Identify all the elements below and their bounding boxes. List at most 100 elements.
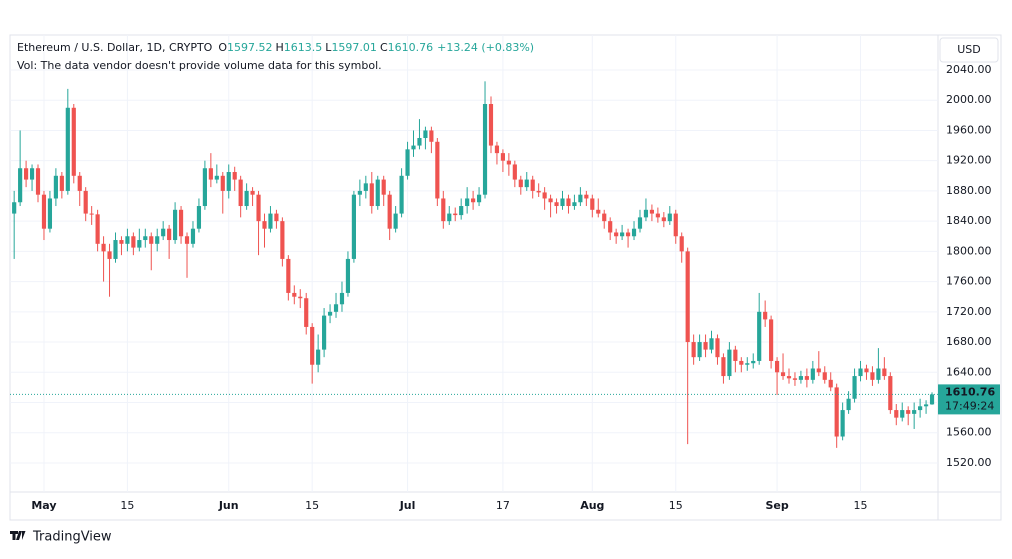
- candle-body: [155, 236, 160, 244]
- change-label: +13.24 (+0.83%): [437, 41, 534, 54]
- candle-body: [888, 376, 893, 411]
- candle-body: [333, 304, 339, 312]
- candle-body: [530, 179, 535, 191]
- candle-body: [512, 164, 517, 180]
- candle-body: [608, 221, 613, 233]
- candle-body: [125, 236, 130, 244]
- candle-body: [906, 410, 911, 414]
- candle-body: [214, 175, 219, 180]
- symbol-title: Ethereum / U.S. Dollar, 1D, CRYPTO: [17, 41, 213, 54]
- candle-body: [345, 258, 351, 293]
- candle-body: [18, 168, 23, 203]
- y-tick-label: 1760.00: [946, 275, 992, 288]
- candle-body: [471, 198, 476, 203]
- candle-body: [256, 194, 261, 222]
- candle-body: [47, 198, 53, 229]
- logo: TradingView: [10, 530, 112, 545]
- ohlc-value: 1597.01: [331, 41, 377, 54]
- candle-body: [518, 179, 523, 188]
- x-tick-label: May: [31, 499, 56, 512]
- candle-body: [780, 372, 786, 377]
- candle-body: [286, 258, 291, 293]
- candle-body: [220, 175, 225, 191]
- candle-body: [131, 236, 136, 248]
- candle-body: [536, 190, 541, 193]
- candle-body: [858, 368, 863, 377]
- candles: [10, 81, 938, 448]
- candle-body: [453, 213, 458, 216]
- x-tick-label: Aug: [580, 499, 604, 512]
- x-tick-label: Jul: [399, 499, 416, 512]
- x-tick-label: 15: [305, 499, 319, 512]
- candle-body: [804, 376, 809, 380]
- countdown: 17:49:24: [945, 399, 994, 412]
- x-tick-label: Sep: [765, 499, 788, 512]
- candle-body: [566, 198, 571, 207]
- candle-body: [643, 209, 649, 218]
- candle-body: [542, 192, 547, 199]
- candle-body: [89, 213, 94, 215]
- candle-body: [691, 342, 696, 358]
- candle-body: [792, 378, 798, 380]
- candle-body: [488, 103, 494, 146]
- ohlc-letter: L: [325, 41, 332, 54]
- candle-body: [810, 368, 815, 380]
- candle-body: [190, 228, 196, 244]
- candle-body: [447, 213, 452, 222]
- y-tick-label: 1840.00: [946, 214, 992, 227]
- candle-body: [274, 213, 279, 222]
- candle-body: [685, 251, 690, 343]
- candle-body: [697, 342, 702, 358]
- candle-body: [101, 243, 106, 252]
- candle-body: [757, 311, 762, 361]
- y-tick-label: 1680.00: [946, 335, 992, 348]
- y-tick-label: 2000.00: [946, 93, 992, 106]
- candle-body: [900, 410, 905, 418]
- candle-body: [12, 202, 17, 214]
- candle-body: [769, 319, 774, 361]
- candle-body: [876, 368, 881, 380]
- candle-body: [316, 349, 321, 365]
- candle-body: [548, 198, 553, 203]
- x-tick-label: Jun: [218, 499, 239, 512]
- currency-button[interactable]: [939, 37, 999, 63]
- candle-body: [584, 194, 589, 199]
- candle-body: [774, 360, 780, 373]
- candle-body: [327, 311, 333, 316]
- x-tick-label: 15: [854, 499, 868, 512]
- candle-body: [727, 349, 732, 377]
- candle-body: [894, 410, 899, 418]
- candle-body: [262, 221, 267, 229]
- candle-body: [71, 107, 76, 176]
- candle-body: [375, 179, 380, 207]
- candle-body: [238, 179, 243, 207]
- candle-body: [143, 236, 148, 241]
- candle-body: [554, 202, 559, 207]
- candle-body: [363, 183, 368, 191]
- candle-body: [596, 209, 601, 214]
- candle-body: [745, 363, 750, 365]
- candle-body: [161, 228, 166, 237]
- candle-body: [614, 232, 619, 237]
- y-tick-label: 1720.00: [946, 305, 992, 318]
- candle-body: [399, 175, 404, 214]
- candle-body: [912, 410, 917, 414]
- candle-body: [476, 194, 482, 203]
- candle-body: [822, 372, 827, 380]
- candle-body: [673, 213, 678, 237]
- candle-body: [83, 190, 88, 214]
- candle-body: [929, 394, 935, 405]
- candle-body: [411, 145, 416, 150]
- candle-body: [173, 209, 178, 241]
- candle-body: [852, 376, 857, 399]
- candle-body: [703, 342, 708, 350]
- candle-body: [417, 138, 422, 146]
- candle-body: [304, 298, 309, 327]
- candle-body: [631, 228, 637, 237]
- candle-body: [357, 190, 362, 195]
- candle-body: [393, 213, 398, 229]
- candle-body: [77, 175, 82, 191]
- last-price-box: [938, 384, 1000, 415]
- currency[interactable]: USD: [957, 43, 981, 56]
